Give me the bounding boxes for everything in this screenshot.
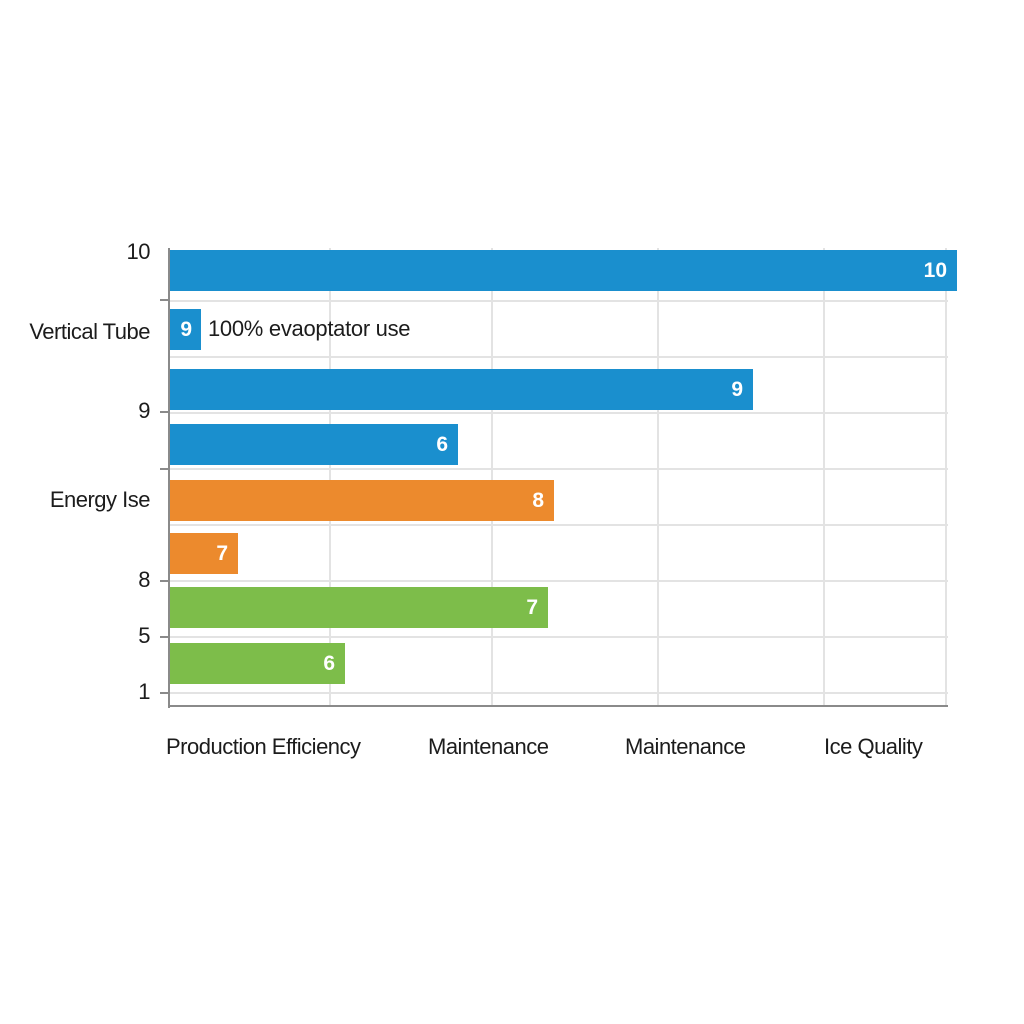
gridline [945, 248, 947, 706]
gridline [169, 468, 948, 470]
bar: 8 [170, 480, 554, 521]
y-tick-label: 9 [138, 398, 150, 423]
plot-area [169, 248, 948, 706]
y-tick-label: Vertical Tube [29, 319, 150, 344]
bar: 10 [170, 250, 957, 291]
gridline [169, 300, 948, 302]
gridline [491, 248, 493, 706]
y-tick [160, 299, 169, 301]
y-tick [160, 580, 169, 582]
y-tick [160, 411, 169, 413]
gridline [169, 356, 948, 358]
y-tick-label: 8 [138, 567, 150, 592]
bar-value-label: 7 [216, 541, 228, 565]
x-tick-label: Ice Quality [824, 734, 923, 759]
bar-value-label: 10 [923, 258, 947, 282]
gridline [169, 580, 948, 582]
gridline [169, 692, 948, 694]
bar: 9 [170, 369, 753, 410]
y-tick-label: 5 [138, 623, 150, 648]
bar: 7 [170, 533, 238, 574]
bar: 6 [170, 643, 345, 684]
bar: 7 [170, 587, 548, 628]
bar-value-label: 7 [526, 595, 538, 619]
x-tick-label: Production Efficiency [166, 734, 361, 759]
y-tick-label: 1 [138, 679, 150, 704]
bar-value-label: 8 [532, 488, 544, 512]
bar: 9 [170, 309, 201, 350]
y-tick [160, 692, 169, 694]
bar-value-label: 6 [323, 651, 335, 675]
y-tick [160, 636, 169, 638]
x-tick-label: Maintenance [428, 734, 549, 759]
bar: 6 [170, 424, 458, 465]
gridline [169, 636, 948, 638]
gridline [823, 248, 825, 706]
gridline [169, 412, 948, 414]
gridline [169, 524, 948, 526]
x-axis [168, 705, 948, 707]
gridline [657, 248, 659, 706]
y-tick-label: Energy Ise [49, 487, 151, 512]
bar-annotation: 100% evaoptator use [208, 316, 411, 341]
gridline [329, 248, 331, 706]
y-tick [160, 468, 169, 470]
x-tick-label: Maintenance [625, 734, 746, 759]
y-axis [168, 248, 170, 708]
y-tick-label: 10 [126, 239, 151, 264]
bar-value-label: 9 [180, 317, 192, 341]
bar-value-label: 6 [436, 432, 448, 456]
bar-value-label: 9 [731, 377, 743, 401]
